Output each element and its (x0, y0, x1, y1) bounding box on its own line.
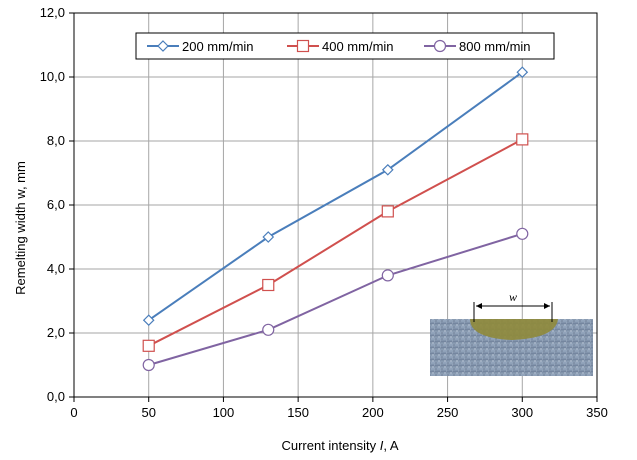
x-axis-title: Current intensity I, A (281, 438, 398, 453)
data-point (381, 205, 394, 218)
x-axis-ticks: 0 50 100 150 200 250 300 350 (70, 397, 608, 420)
x-tick-label: 300 (511, 405, 533, 420)
data-point (381, 269, 394, 282)
series-line (148, 138, 523, 347)
legend-item-2: 800 mm/min (424, 39, 531, 54)
y-tick-label: 4,0 (47, 261, 65, 276)
y-tick-label: 6,0 (47, 197, 65, 212)
data-point (262, 323, 275, 336)
legend-item-1: 400 mm/min (287, 39, 394, 54)
x-tick-label: 150 (287, 405, 309, 420)
legend-item-0: 200 mm/min (147, 39, 254, 54)
x-tick-label: 250 (437, 405, 459, 420)
x-tick-label: 50 (141, 405, 155, 420)
data-point (142, 339, 155, 352)
y-tick-label: 8,0 (47, 133, 65, 148)
data-point (381, 163, 394, 176)
y-tick-label: 12,0 (40, 5, 65, 20)
data-point (142, 314, 155, 327)
data-point (142, 358, 155, 372)
y-tick-label: 2,0 (47, 325, 65, 340)
series-0 (142, 66, 529, 327)
y-axis-title: Remelting width w, mm (13, 161, 28, 295)
legend-box (135, 32, 555, 60)
x-axis-title-prefix: Current intensity (281, 438, 379, 453)
inset-micrograph: w (430, 290, 593, 376)
melt-pool-shape (470, 319, 558, 340)
legend-marker (296, 39, 310, 53)
legend-marker (157, 40, 169, 52)
series-1 (142, 133, 529, 352)
x-axis-title-suffix: , A (383, 438, 399, 453)
width-arrowhead-right (544, 303, 550, 309)
legend-label: 800 mm/min (459, 39, 531, 54)
data-point (262, 278, 275, 292)
series-2 (142, 227, 529, 372)
data-point (516, 227, 529, 240)
inset-width-label: w (509, 290, 517, 304)
legend: 200 mm/min 400 mm/min 800 mm/min (135, 32, 555, 60)
legend-label: 400 mm/min (322, 39, 394, 54)
legend-marker (433, 39, 447, 53)
series-line (148, 232, 523, 366)
data-point (516, 66, 529, 79)
y-tick-label: 0,0 (47, 389, 65, 404)
series-line (148, 71, 523, 322)
data-point (516, 133, 529, 146)
y-axis-ticks: 0,0 2,0 4,0 6,0 8,0 10,0 12,0 (40, 5, 74, 404)
x-tick-label: 100 (213, 405, 235, 420)
y-tick-label: 10,0 (40, 69, 65, 84)
width-arrowhead-left (476, 303, 482, 309)
x-axis-title-variable: I (380, 438, 384, 453)
x-tick-label: 0 (70, 405, 77, 420)
legend-label: 200 mm/min (182, 39, 254, 54)
x-tick-label: 200 (362, 405, 384, 420)
x-tick-label: 350 (586, 405, 608, 420)
series-layer (142, 66, 529, 372)
data-point (262, 231, 275, 243)
